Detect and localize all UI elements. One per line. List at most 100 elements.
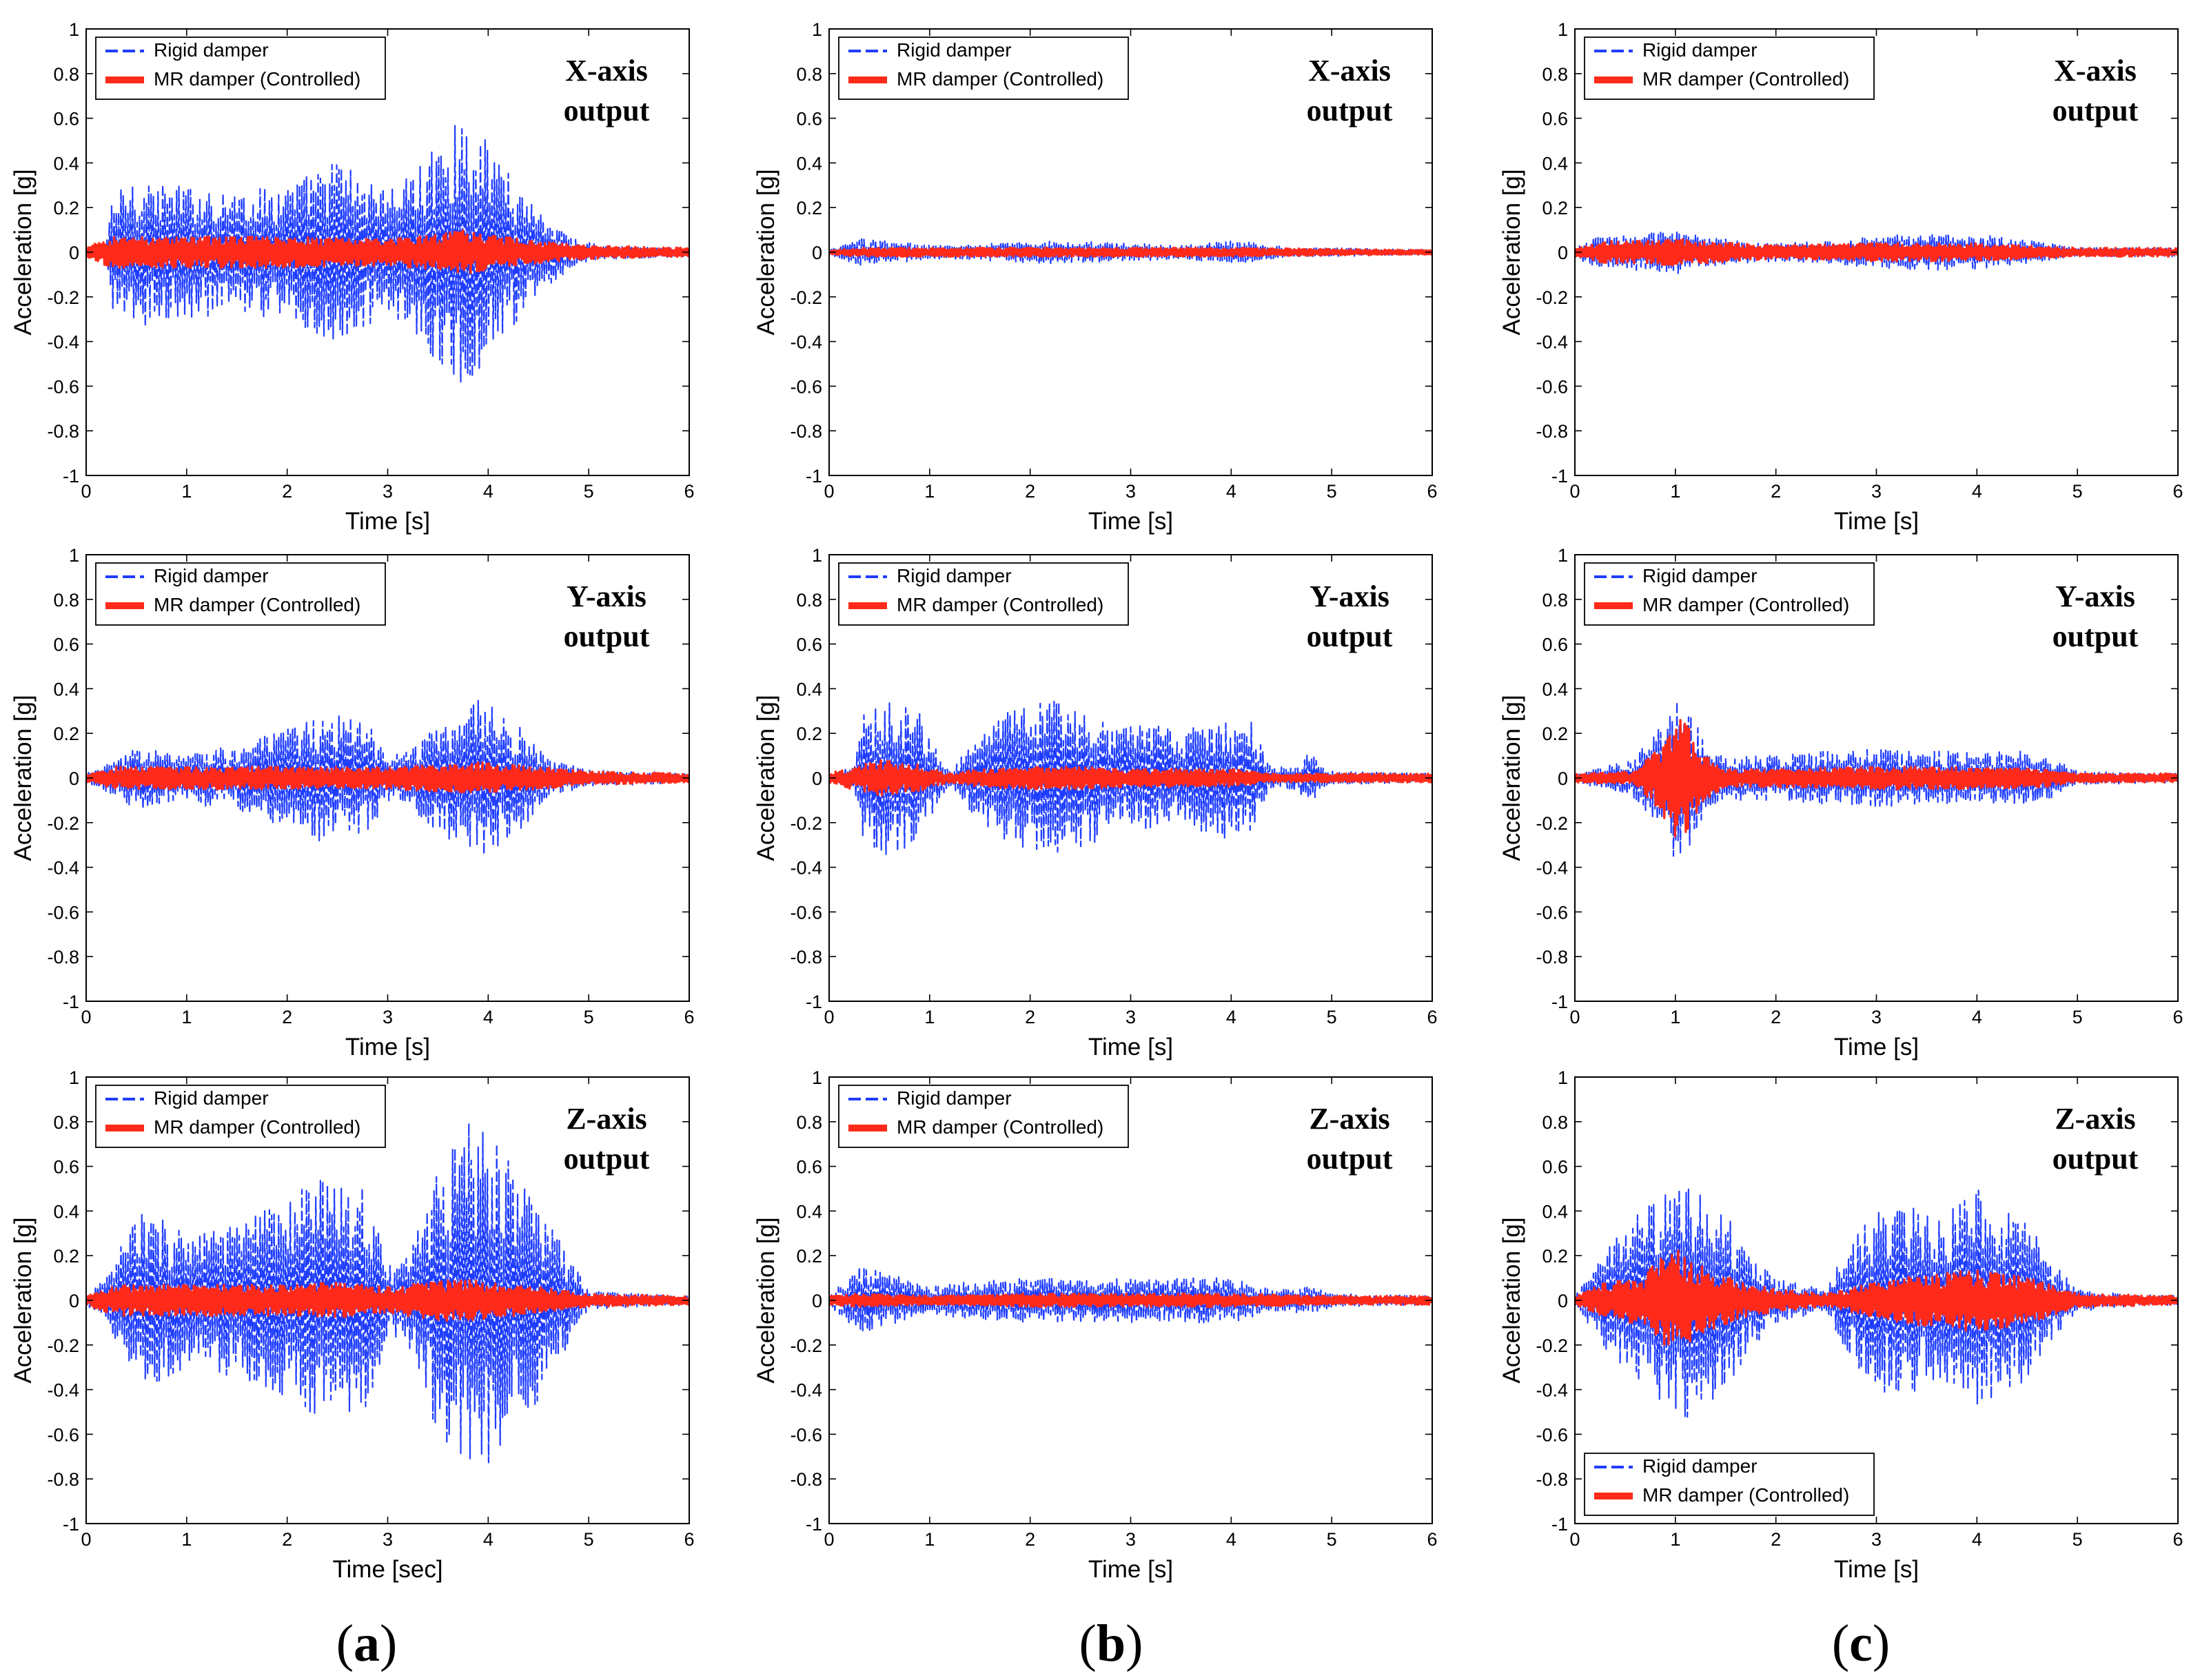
y-tick-label: 0.4 bbox=[1542, 679, 1568, 699]
x-tick-label: 2 bbox=[282, 1529, 292, 1550]
series-rigid-damper bbox=[1575, 1188, 2178, 1418]
y-tick-label: 0.4 bbox=[796, 1201, 822, 1222]
y-axis-label: Acceleration [g] bbox=[10, 1217, 37, 1383]
y-tick-label: -0.8 bbox=[1536, 1469, 1568, 1490]
y-tick-label: -0.2 bbox=[790, 287, 822, 308]
y-tick-label: -0.4 bbox=[47, 858, 79, 879]
x-tick-label: 5 bbox=[2072, 1529, 2083, 1550]
legend-label: Rigid damper bbox=[1642, 1455, 1758, 1477]
y-tick-label: -0.8 bbox=[790, 1469, 822, 1490]
y-tick-label: 0.4 bbox=[53, 1201, 79, 1222]
panel-label-a: (a) bbox=[336, 1615, 398, 1672]
y-tick-label: -0.6 bbox=[47, 1424, 79, 1445]
y-tick-label: 0.4 bbox=[796, 679, 822, 699]
y-axis-label: Acceleration [g] bbox=[10, 695, 37, 861]
x-axis-label: Time [sec] bbox=[332, 1556, 442, 1583]
y-tick-label: 0.4 bbox=[53, 153, 79, 174]
legend-label: MR damper (Controlled) bbox=[897, 1116, 1103, 1138]
axis-annotation: output bbox=[2053, 619, 2139, 653]
legend-label: Rigid damper bbox=[897, 39, 1012, 61]
y-tick-label: -1 bbox=[806, 992, 822, 1012]
x-tick-label: 5 bbox=[2072, 481, 2083, 502]
plot-area bbox=[86, 1123, 689, 1464]
y-tick-label: -1 bbox=[806, 1514, 822, 1535]
y-tick-label: 0.6 bbox=[796, 109, 822, 130]
x-tick-label: 0 bbox=[1569, 481, 1580, 502]
x-tick-label: 3 bbox=[383, 481, 393, 502]
y-tick-label: 1 bbox=[812, 19, 822, 40]
y-tick-label: 0.6 bbox=[1542, 1157, 1568, 1178]
x-tick-label: 4 bbox=[1226, 1529, 1236, 1550]
x-tick-label: 2 bbox=[282, 481, 292, 502]
y-tick-label: -0.4 bbox=[47, 332, 79, 353]
y-tick-label: 0.2 bbox=[53, 1246, 79, 1267]
y-tick-label: -0.8 bbox=[790, 947, 822, 967]
y-tick-label: 0 bbox=[69, 768, 79, 789]
y-tick-label: 0.6 bbox=[1542, 635, 1568, 655]
y-axis-label: Acceleration [g] bbox=[1498, 695, 1525, 861]
y-tick-label: 1 bbox=[1558, 19, 1568, 40]
series-mr-damper bbox=[829, 246, 1432, 258]
legend: Rigid damper MR damper (Controlled) bbox=[838, 1085, 1129, 1148]
axis-annotation: Z-axis bbox=[2055, 1102, 2135, 1136]
legend-label: MR damper (Controlled) bbox=[1642, 594, 1849, 615]
y-tick-label: -0.4 bbox=[1536, 858, 1568, 879]
series-mr-damper bbox=[86, 1279, 689, 1322]
x-axis-label: Time [s] bbox=[1834, 508, 1919, 535]
y-tick-label: -1 bbox=[1551, 1514, 1568, 1535]
plot-area bbox=[1575, 1188, 2178, 1418]
y-tick-label: -1 bbox=[1551, 466, 1568, 486]
x-axis-label: Time [s] bbox=[345, 508, 430, 535]
chart-a-2: 0 1 2 3 4 5 6 1 0.8 0.6 0.4 0.2 0 -0.2 -0.4 -0.6 -0.8 -1 T… bbox=[10, 545, 695, 1061]
y-tick-label: -0.6 bbox=[790, 1424, 822, 1445]
y-tick-label: -0.6 bbox=[1536, 902, 1568, 923]
x-tick-label: 4 bbox=[1972, 481, 1982, 502]
y-axis-label: Acceleration [g] bbox=[753, 169, 780, 335]
y-tick-label: -0.2 bbox=[47, 813, 79, 834]
x-tick-label: 3 bbox=[1871, 481, 1882, 502]
y-tick-label: 0.8 bbox=[796, 64, 822, 85]
y-tick-label: 0.2 bbox=[1542, 198, 1568, 218]
axis-annotation: output bbox=[1307, 1142, 1393, 1176]
x-tick-label: 4 bbox=[483, 1007, 493, 1027]
x-tick-label: 2 bbox=[1771, 481, 1781, 502]
y-tick-label: 0.6 bbox=[53, 635, 79, 655]
y-axis-label: Acceleration [g] bbox=[753, 695, 780, 861]
y-tick-label: 0.2 bbox=[796, 1246, 822, 1267]
axis-annotation: output bbox=[2053, 1142, 2139, 1176]
legend-box bbox=[1584, 1453, 1875, 1516]
x-tick-label: 2 bbox=[1771, 1007, 1781, 1027]
y-tick-label: 0.4 bbox=[1542, 1201, 1568, 1222]
axis-annotation: output bbox=[564, 94, 650, 127]
x-tick-label: 6 bbox=[684, 1529, 694, 1550]
legend-label: MR damper (Controlled) bbox=[154, 1116, 360, 1138]
legend-box bbox=[95, 37, 386, 100]
y-tick-label: 0 bbox=[1558, 243, 1568, 263]
y-tick-label: -1 bbox=[63, 1514, 79, 1535]
y-axis-label: Acceleration [g] bbox=[10, 169, 37, 335]
legend-box bbox=[838, 37, 1129, 100]
x-axis-label: Time [s] bbox=[345, 1034, 430, 1061]
panel-labels: (a) (b) (c) bbox=[336, 1615, 1890, 1672]
x-tick-label: 4 bbox=[1226, 481, 1236, 502]
axis-annotation: Z-axis bbox=[1309, 1102, 1389, 1136]
axis-annotation: Y-axis bbox=[2055, 580, 2135, 613]
y-tick-label: 0 bbox=[812, 243, 822, 263]
x-tick-label: 5 bbox=[584, 481, 594, 502]
y-tick-label: -0.2 bbox=[47, 1335, 79, 1356]
y-tick-label: 0.2 bbox=[796, 724, 822, 744]
axis-annotation: output bbox=[2053, 94, 2139, 127]
series-mr-damper bbox=[1575, 1249, 2178, 1346]
x-tick-label: 1 bbox=[1670, 481, 1680, 502]
legend: Rigid damper MR damper (Controlled) bbox=[1584, 1453, 1875, 1516]
legend: Rigid damper MR damper (Controlled) bbox=[95, 1085, 386, 1148]
y-tick-label: -1 bbox=[806, 466, 822, 486]
y-tick-label: -0.6 bbox=[1536, 1424, 1568, 1445]
chart-c-2: 0 1 2 3 4 5 6 1 0.8 0.6 0.4 0.2 0 -0.2 -0.4 -0.6 -0.8 -1 T… bbox=[1498, 545, 2183, 1061]
legend-label: Rigid damper bbox=[154, 565, 269, 586]
x-tick-label: 5 bbox=[584, 1529, 594, 1550]
x-tick-label: 2 bbox=[1025, 1529, 1035, 1550]
y-tick-label: 0.8 bbox=[796, 1112, 822, 1133]
legend: Rigid damper MR damper (Controlled) bbox=[95, 37, 386, 100]
legend-label: Rigid damper bbox=[897, 1087, 1012, 1109]
